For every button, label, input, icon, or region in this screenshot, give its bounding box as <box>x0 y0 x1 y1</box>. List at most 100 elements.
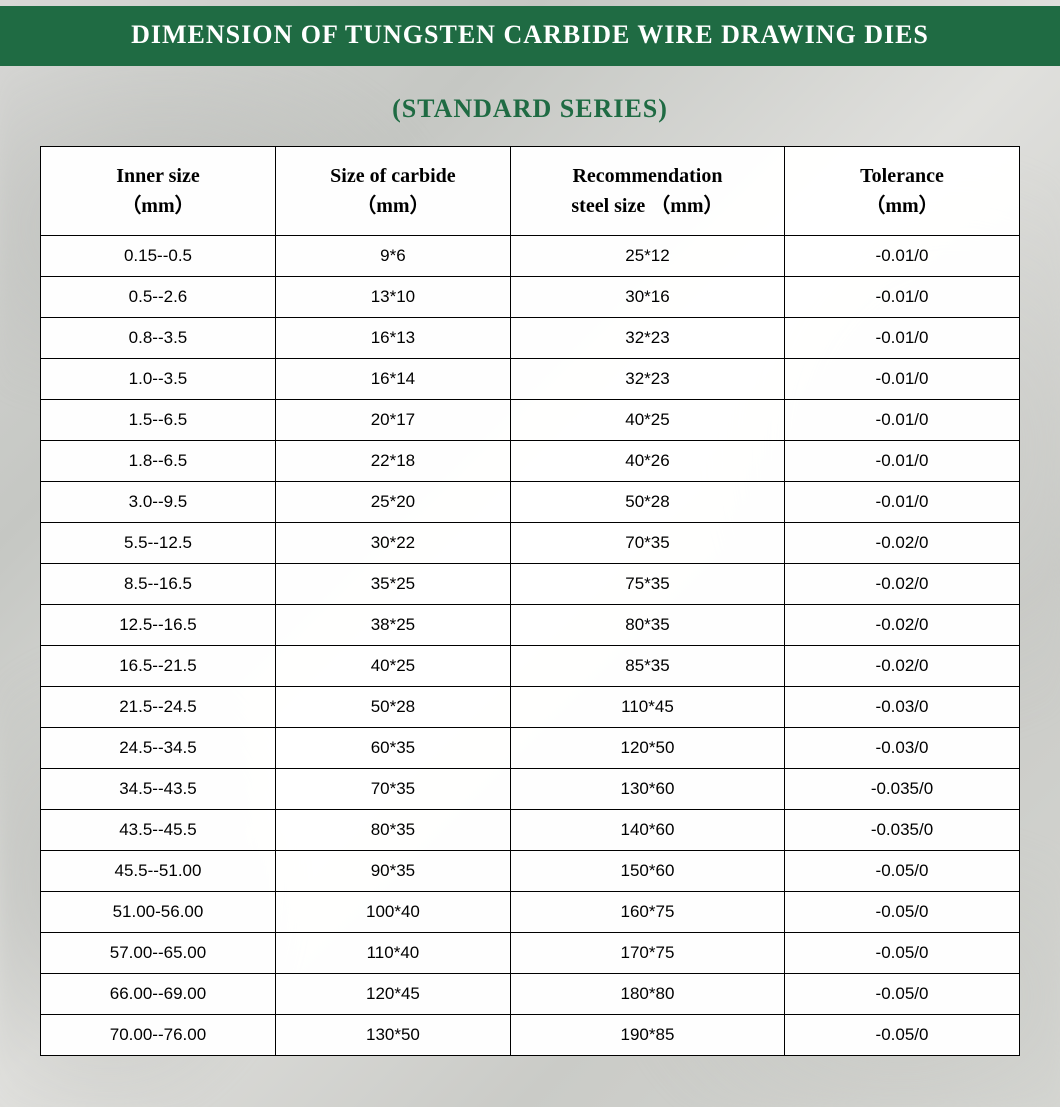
table-cell: 5.5--12.5 <box>41 523 276 564</box>
table-cell: 45.5--51.00 <box>41 851 276 892</box>
table-row: 34.5--43.570*35130*60-0.035/0 <box>41 769 1020 810</box>
table-cell: 0.5--2.6 <box>41 277 276 318</box>
table-row: 0.15--0.59*625*12-0.01/0 <box>41 236 1020 277</box>
table-cell: 20*17 <box>275 400 510 441</box>
table-cell: 40*25 <box>275 646 510 687</box>
table-cell: 180*80 <box>510 974 784 1015</box>
table-cell: 190*85 <box>510 1015 784 1056</box>
table-cell: 1.0--3.5 <box>41 359 276 400</box>
table-cell: 70.00--76.00 <box>41 1015 276 1056</box>
table-body: 0.15--0.59*625*12-0.01/00.5--2.613*1030*… <box>41 236 1020 1056</box>
table-row: 1.0--3.516*1432*23-0.01/0 <box>41 359 1020 400</box>
subtitle-text: (STANDARD SERIES) <box>392 94 668 123</box>
table-cell: 1.5--6.5 <box>41 400 276 441</box>
table-row: 5.5--12.530*2270*35-0.02/0 <box>41 523 1020 564</box>
table-cell: 110*45 <box>510 687 784 728</box>
table-cell: 120*45 <box>275 974 510 1015</box>
table-cell: 80*35 <box>510 605 784 646</box>
table-cell: 140*60 <box>510 810 784 851</box>
table-row: 70.00--76.00130*50190*85-0.05/0 <box>41 1015 1020 1056</box>
table-cell: -0.02/0 <box>785 523 1020 564</box>
col-header-steel-size: Recommendation steel size （mm） <box>510 147 784 236</box>
dimension-table: Inner size （mm） Size of carbide （mm） Rec… <box>40 146 1020 1056</box>
table-cell: 25*12 <box>510 236 784 277</box>
header-line1: Recommendation <box>572 165 722 187</box>
table-row: 0.8--3.516*1332*23-0.01/0 <box>41 318 1020 359</box>
table-cell: -0.01/0 <box>785 277 1020 318</box>
table-cell: 150*60 <box>510 851 784 892</box>
table-cell: -0.035/0 <box>785 810 1020 851</box>
table-cell: 50*28 <box>510 482 784 523</box>
table-cell: 3.0--9.5 <box>41 482 276 523</box>
table-cell: 0.15--0.5 <box>41 236 276 277</box>
table-cell: -0.05/0 <box>785 892 1020 933</box>
table-cell: 60*35 <box>275 728 510 769</box>
table-cell: -0.01/0 <box>785 482 1020 523</box>
table-cell: 12.5--16.5 <box>41 605 276 646</box>
table-cell: -0.05/0 <box>785 933 1020 974</box>
table-header-row: Inner size （mm） Size of carbide （mm） Rec… <box>41 147 1020 236</box>
table-cell: 100*40 <box>275 892 510 933</box>
table-cell: 1.8--6.5 <box>41 441 276 482</box>
table-row: 12.5--16.538*2580*35-0.02/0 <box>41 605 1020 646</box>
table-cell: 13*10 <box>275 277 510 318</box>
table-cell: 38*25 <box>275 605 510 646</box>
header-line1: Tolerance <box>860 165 944 187</box>
table-cell: 30*16 <box>510 277 784 318</box>
table-cell: -0.05/0 <box>785 1015 1020 1056</box>
page-subtitle: (STANDARD SERIES) <box>0 66 1060 146</box>
table-row: 45.5--51.0090*35150*60-0.05/0 <box>41 851 1020 892</box>
table-cell: 110*40 <box>275 933 510 974</box>
header-line2: steel size （mm） <box>571 195 723 217</box>
page-title: DIMENSION OF TUNGSTEN CARBIDE WIRE DRAWI… <box>131 20 929 49</box>
table-cell: 70*35 <box>275 769 510 810</box>
table-cell: 75*35 <box>510 564 784 605</box>
table-cell: 170*75 <box>510 933 784 974</box>
table-cell: 25*20 <box>275 482 510 523</box>
table-cell: 120*50 <box>510 728 784 769</box>
col-header-inner-size: Inner size （mm） <box>41 147 276 236</box>
table-cell: 30*22 <box>275 523 510 564</box>
header-line2: （mm） <box>356 195 429 217</box>
table-cell: 16*14 <box>275 359 510 400</box>
table-row: 1.8--6.522*1840*26-0.01/0 <box>41 441 1020 482</box>
table-row: 3.0--9.525*2050*28-0.01/0 <box>41 482 1020 523</box>
table-cell: 24.5--34.5 <box>41 728 276 769</box>
table-cell: 8.5--16.5 <box>41 564 276 605</box>
table-cell: -0.02/0 <box>785 646 1020 687</box>
table-row: 24.5--34.560*35120*50-0.03/0 <box>41 728 1020 769</box>
table-cell: 66.00--69.00 <box>41 974 276 1015</box>
table-cell: -0.035/0 <box>785 769 1020 810</box>
table-row: 51.00-56.00100*40160*75-0.05/0 <box>41 892 1020 933</box>
table-cell: 32*23 <box>510 318 784 359</box>
col-header-carbide-size: Size of carbide （mm） <box>275 147 510 236</box>
table-cell: 40*25 <box>510 400 784 441</box>
header-line2: （mm） <box>865 195 938 217</box>
table-cell: -0.05/0 <box>785 851 1020 892</box>
table-row: 57.00--65.00110*40170*75-0.05/0 <box>41 933 1020 974</box>
table-row: 0.5--2.613*1030*16-0.01/0 <box>41 277 1020 318</box>
table-cell: -0.01/0 <box>785 359 1020 400</box>
table-cell: 57.00--65.00 <box>41 933 276 974</box>
page-title-bar: DIMENSION OF TUNGSTEN CARBIDE WIRE DRAWI… <box>0 6 1060 66</box>
table-cell: 51.00-56.00 <box>41 892 276 933</box>
table-cell: 43.5--45.5 <box>41 810 276 851</box>
table-row: 1.5--6.520*1740*25-0.01/0 <box>41 400 1020 441</box>
table-row: 43.5--45.580*35140*60-0.035/0 <box>41 810 1020 851</box>
table-row: 16.5--21.540*2585*35-0.02/0 <box>41 646 1020 687</box>
table-row: 8.5--16.535*2575*35-0.02/0 <box>41 564 1020 605</box>
table-cell: -0.01/0 <box>785 400 1020 441</box>
table-row: 66.00--69.00120*45180*80-0.05/0 <box>41 974 1020 1015</box>
table-cell: -0.02/0 <box>785 564 1020 605</box>
table-cell: 16.5--21.5 <box>41 646 276 687</box>
table-cell: 34.5--43.5 <box>41 769 276 810</box>
col-header-tolerance: Tolerance （mm） <box>785 147 1020 236</box>
table-cell: 21.5--24.5 <box>41 687 276 728</box>
table-cell: 32*23 <box>510 359 784 400</box>
table-cell: -0.03/0 <box>785 687 1020 728</box>
table-cell: 22*18 <box>275 441 510 482</box>
table-cell: 160*75 <box>510 892 784 933</box>
dimension-table-container: Inner size （mm） Size of carbide （mm） Rec… <box>40 146 1020 1056</box>
header-line2: （mm） <box>121 195 194 217</box>
table-cell: -0.02/0 <box>785 605 1020 646</box>
